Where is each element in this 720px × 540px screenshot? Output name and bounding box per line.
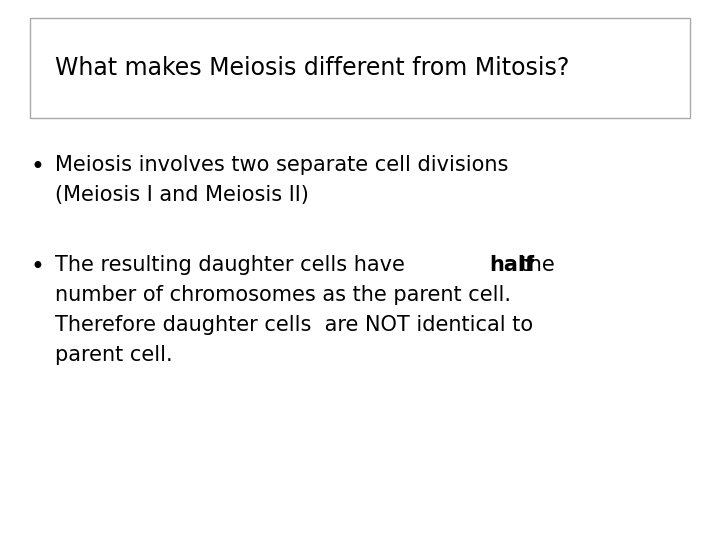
Text: Therefore daughter cells  are NOT identical to: Therefore daughter cells are NOT identic…	[55, 315, 533, 335]
Text: The resulting daughter cells have: The resulting daughter cells have	[55, 255, 412, 275]
Text: •: •	[30, 255, 44, 279]
Text: •: •	[30, 155, 44, 179]
Bar	[30, 18, 690, 118]
Text: What makes Meiosis different from Mitosis?: What makes Meiosis different from Mitosi…	[55, 56, 570, 80]
Text: the: the	[514, 255, 555, 275]
Text: number of chromosomes as the parent cell.: number of chromosomes as the parent cell…	[55, 285, 511, 305]
Text: (Meiosis I and Meiosis II): (Meiosis I and Meiosis II)	[55, 185, 309, 205]
Text: half: half	[489, 255, 534, 275]
Text: parent cell.: parent cell.	[55, 345, 173, 365]
Text: Meiosis involves two separate cell divisions: Meiosis involves two separate cell divis…	[55, 155, 508, 175]
